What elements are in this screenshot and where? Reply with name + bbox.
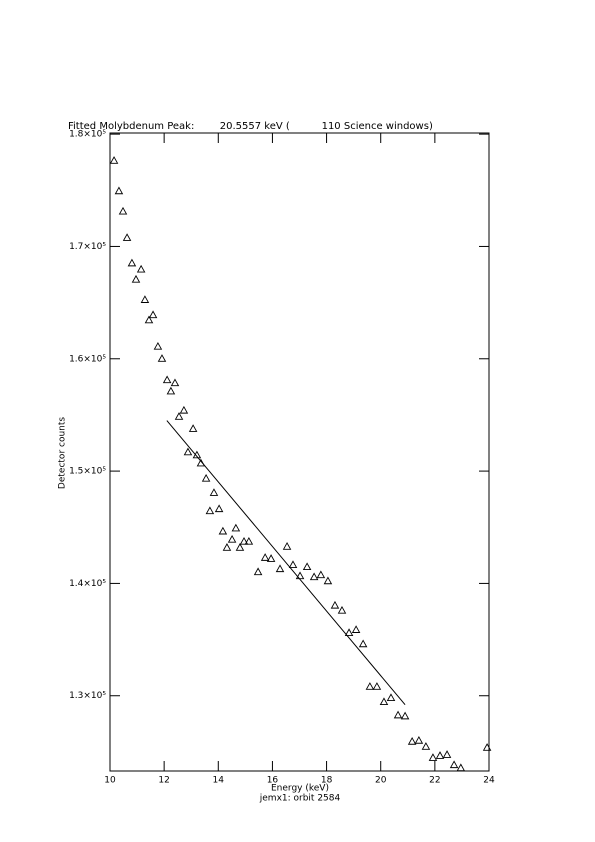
y-tick-label: 1.5×10⁵ <box>69 467 106 477</box>
point <box>162 375 172 384</box>
plot-frame <box>109 132 490 772</box>
point <box>188 424 198 432</box>
x-tick-label: 10 <box>104 776 116 786</box>
point <box>260 553 270 561</box>
point <box>201 473 211 482</box>
point <box>157 354 167 362</box>
y-tick-label: 1.3×10⁵ <box>69 691 106 701</box>
point <box>400 711 410 720</box>
point <box>144 315 154 324</box>
point <box>235 543 245 551</box>
point <box>482 743 492 751</box>
point <box>337 605 347 614</box>
point <box>379 697 389 706</box>
point <box>109 156 119 164</box>
x-tick-label: 22 <box>429 776 440 786</box>
point <box>275 564 285 573</box>
point <box>330 600 340 609</box>
point <box>148 310 158 319</box>
x-tick-label: 24 <box>483 776 495 786</box>
point <box>179 405 189 414</box>
x-tick-label: 12 <box>158 776 169 786</box>
chart-title: Fitted Molybdenum Peak: 20.5557 keV ( 11… <box>68 121 433 132</box>
y-tick-label: 1.6×10⁵ <box>69 354 106 364</box>
point <box>153 341 163 350</box>
point <box>456 763 466 772</box>
point <box>323 576 333 585</box>
point <box>386 693 396 702</box>
y-tick-label: 1.7×10⁵ <box>69 242 106 252</box>
point <box>227 534 237 543</box>
point <box>442 750 452 758</box>
point <box>407 737 417 745</box>
point <box>118 206 128 215</box>
x-tick-label: 18 <box>321 776 333 786</box>
point <box>421 742 431 750</box>
point <box>316 570 326 579</box>
y-tick-label: 1.8×10⁵ <box>69 130 106 140</box>
point <box>222 543 232 551</box>
point <box>266 554 276 562</box>
x-tick-label: 16 <box>267 776 279 786</box>
point <box>449 760 459 769</box>
point <box>231 523 241 532</box>
y-axis-label: Detector counts <box>58 417 68 489</box>
point <box>131 274 141 283</box>
fit-line <box>166 420 406 706</box>
point <box>372 682 382 690</box>
point <box>358 639 368 648</box>
point <box>122 233 132 241</box>
point <box>209 488 219 496</box>
point <box>244 536 254 545</box>
x-tick-label: 20 <box>375 776 387 786</box>
y-tick-label: 1.4×10⁵ <box>69 579 106 589</box>
point <box>239 536 249 545</box>
point <box>393 710 403 719</box>
point <box>127 258 137 267</box>
point <box>170 378 180 387</box>
point <box>183 447 193 456</box>
point <box>302 562 312 571</box>
point <box>214 504 224 513</box>
point <box>140 295 150 303</box>
x-tick-label: 14 <box>213 776 225 786</box>
point <box>114 186 124 195</box>
point <box>288 560 298 569</box>
point <box>344 628 354 636</box>
point <box>282 542 292 550</box>
point <box>414 736 424 744</box>
x-axis-label: Energy (keV) <box>271 784 329 794</box>
point <box>218 526 228 535</box>
point <box>174 412 184 420</box>
point <box>365 682 375 690</box>
point <box>205 506 215 515</box>
point <box>435 751 445 759</box>
subtitle: jemx1: orbit 2584 <box>259 794 341 804</box>
point <box>428 753 438 761</box>
point <box>253 567 263 576</box>
point <box>351 625 361 633</box>
point <box>166 386 176 395</box>
point <box>309 572 319 581</box>
point <box>136 264 146 273</box>
